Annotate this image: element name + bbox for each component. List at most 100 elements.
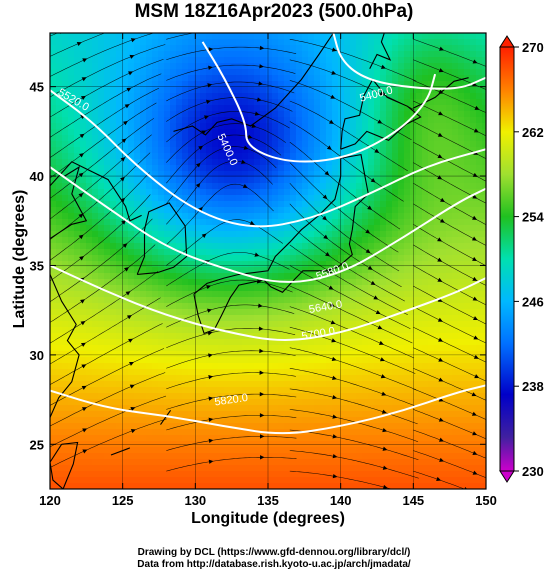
field-cell [374, 141, 381, 148]
field-cell [308, 351, 315, 358]
field-cell [140, 105, 147, 112]
field-cell [404, 177, 411, 184]
field-cell [272, 45, 279, 52]
field-cell [116, 351, 123, 358]
field-cell [152, 291, 159, 298]
field-cell [164, 123, 171, 130]
field-cell [188, 411, 195, 418]
field-cell [158, 255, 165, 262]
field-cell [50, 351, 57, 358]
field-cell [374, 363, 381, 370]
field-cell [350, 291, 357, 298]
field-cell [104, 243, 111, 250]
field-cell [314, 297, 321, 304]
field-cell [332, 75, 339, 82]
field-cell [110, 207, 117, 214]
field-cell [404, 267, 411, 274]
field-cell [446, 63, 453, 70]
field-cell [254, 231, 261, 238]
field-cell [428, 69, 435, 76]
field-cell [434, 225, 441, 232]
field-cell [284, 339, 291, 346]
field-cell [206, 183, 213, 190]
field-cell [194, 381, 201, 388]
field-cell [296, 45, 303, 52]
field-cell [368, 297, 375, 304]
field-cell [56, 87, 63, 94]
field-cell [422, 153, 429, 160]
field-cell [392, 351, 399, 358]
field-cell [206, 159, 213, 166]
field-cell [380, 105, 387, 112]
field-cell [80, 219, 87, 226]
field-cell [356, 117, 363, 124]
field-cell [434, 153, 441, 160]
field-cell [446, 303, 453, 310]
field-cell [356, 201, 363, 208]
field-cell [398, 411, 405, 418]
field-cell [308, 189, 315, 196]
field-cell [380, 225, 387, 232]
field-cell [260, 87, 267, 94]
field-cell [110, 237, 117, 244]
field-cell [308, 423, 315, 430]
field-cell [56, 405, 63, 412]
field-cell [314, 357, 321, 364]
field-cell [176, 333, 183, 340]
field-cell [290, 303, 297, 310]
field-cell [302, 63, 309, 70]
field-cell [248, 99, 255, 106]
field-cell [140, 141, 147, 148]
field-cell [320, 117, 327, 124]
field-cell [464, 105, 471, 112]
field-cell [272, 111, 279, 118]
field-cell [110, 387, 117, 394]
field-cell [476, 399, 483, 406]
field-cell [224, 99, 231, 106]
field-cell [452, 207, 459, 214]
field-cell [260, 147, 267, 154]
field-cell [236, 45, 243, 52]
field-cell [434, 303, 441, 310]
field-cell [482, 129, 486, 136]
field-cell [344, 267, 351, 274]
field-cell [68, 243, 75, 250]
field-cell [434, 387, 441, 394]
field-cell [470, 279, 477, 286]
field-cell [242, 381, 249, 388]
field-cell [440, 207, 447, 214]
field-cell [200, 57, 207, 64]
field-cell [446, 99, 453, 106]
field-cell [158, 117, 165, 124]
field-cell [110, 201, 117, 208]
field-cell [230, 45, 237, 52]
field-cell [194, 291, 201, 298]
field-cell [320, 363, 327, 370]
field-cell [284, 309, 291, 316]
field-cell [320, 159, 327, 166]
field-cell [110, 417, 117, 424]
field-cell [362, 285, 369, 292]
field-cell [236, 129, 243, 136]
field-cell [440, 273, 447, 280]
field-cell [56, 225, 63, 232]
field-cell [158, 339, 165, 346]
field-cell [362, 165, 369, 172]
field-cell [308, 195, 315, 202]
field-cell [56, 285, 63, 292]
field-cell [56, 357, 63, 364]
field-cell [308, 177, 315, 184]
field-cell [404, 45, 411, 52]
field-cell [338, 213, 345, 220]
field-cell [332, 387, 339, 394]
field-cell [308, 87, 315, 94]
field-cell [452, 93, 459, 100]
field-cell [464, 375, 471, 382]
field-cell [452, 309, 459, 316]
field-cell [302, 213, 309, 220]
field-cell [86, 327, 93, 334]
field-cell [266, 267, 273, 274]
field-cell [416, 147, 423, 154]
field-cell [416, 297, 423, 304]
field-cell [104, 315, 111, 322]
